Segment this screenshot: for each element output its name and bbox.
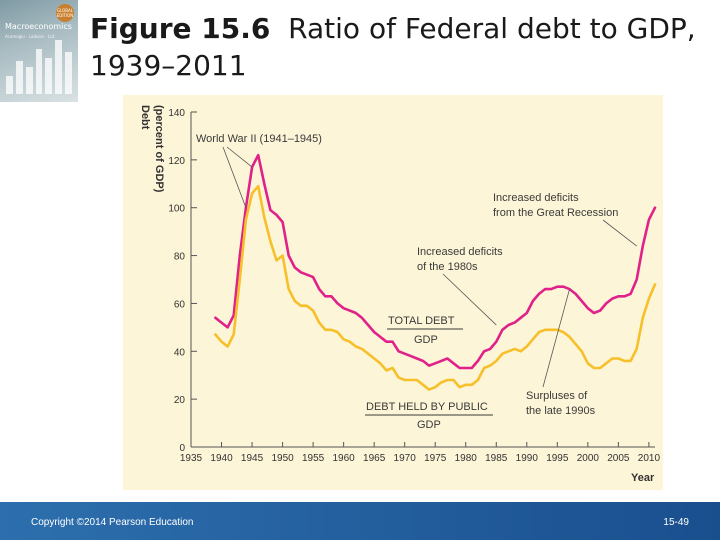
x-tick-label: 2010 — [638, 453, 661, 464]
copyright-text: Copyright ©2014 Pearson Education — [31, 517, 194, 528]
x-tick-label: 2000 — [577, 453, 600, 464]
x-tick-label: 1955 — [302, 453, 325, 464]
y-tick-label: 0 — [179, 443, 185, 454]
y-tick-label: 40 — [174, 347, 186, 358]
x-tick-label: 1940 — [210, 453, 233, 464]
total-debt-line — [214, 153, 657, 370]
figure-number: Figure 15.6 — [90, 12, 271, 45]
y-tick-label: 60 — [174, 299, 186, 310]
public-debt-line — [214, 184, 657, 391]
annotation-surpluses-line2: the late 1990s — [526, 405, 596, 417]
annotation-great-recession-line2: from the Great Recession — [493, 207, 618, 219]
annotation-1980s-line2: of the 1980s — [417, 261, 478, 273]
pointer-ww2-1 — [222, 146, 247, 208]
x-tick-label: 1960 — [333, 453, 356, 464]
pointer-ww2-2 — [226, 146, 253, 168]
cover-badge: GLOBAL EDITION — [56, 4, 74, 22]
figure-title: Ratio of Federal debt to GDP, 1939–2011 — [90, 12, 696, 82]
pointer-1980s — [442, 273, 497, 326]
cover-bars-graphic — [6, 34, 73, 94]
x-tick-label: 1945 — [241, 453, 264, 464]
label-public-debt-numerator: DEBT HELD BY PUBLIC — [366, 401, 488, 413]
slide-footer: Copyright ©2014 Pearson Education 15-49 — [0, 502, 720, 540]
y-tick-label: 100 — [168, 204, 185, 215]
slide-title: Figure 15.6 Ratio of Federal debt to GDP… — [90, 10, 710, 84]
x-tick-label: 1980 — [455, 453, 478, 464]
textbook-cover: GLOBAL EDITION Macroeconomics Acemoglu ·… — [0, 0, 78, 102]
y-tick-label: 20 — [174, 395, 186, 406]
x-tick-label: 1990 — [516, 453, 539, 464]
x-tick-label: 1950 — [271, 453, 294, 464]
x-tick-label: 1935 — [180, 453, 203, 464]
y-tick-label: 140 — [168, 108, 185, 119]
annotation-great-recession-line1: Increased deficits — [493, 192, 579, 204]
cover-title: Macroeconomics — [5, 22, 72, 31]
slide-number: 15-49 — [663, 517, 689, 528]
pointer-surpluses — [542, 288, 570, 388]
label-public-debt-denominator: GDP — [417, 419, 441, 431]
label-total-debt-numerator: TOTAL DEBT — [388, 315, 455, 327]
annotation-surpluses-line1: Surpluses of — [526, 390, 588, 402]
pointer-great-recession — [602, 219, 637, 247]
x-tick-label: 1975 — [424, 453, 447, 464]
label-total-debt-denominator: GDP — [414, 334, 438, 346]
x-tick-label: 1995 — [546, 453, 569, 464]
annotation-1980s-line1: Increased deficits — [417, 246, 503, 258]
y-tick-label: 80 — [174, 252, 186, 263]
y-tick-label: 120 — [168, 156, 185, 167]
x-tick-label: 2005 — [607, 453, 630, 464]
x-tick-label: 1970 — [394, 453, 417, 464]
annotation-ww2: World War II (1941–1945) — [196, 133, 322, 145]
cover-authors: Acemoglu · Laibson · List — [5, 34, 55, 39]
chart-panel: 0 20 40 60 80 100 120 140 1935 1940 1945 1950 1955 19… — [123, 95, 663, 490]
debt-to-gdp-chart: 0 20 40 60 80 100 120 140 1935 1940 1945 1950 1955 19… — [139, 105, 661, 484]
x-axis-label: Year — [631, 472, 655, 484]
x-tick-label: 1985 — [485, 453, 508, 464]
y-axis-label-unit: (percent of GDP) — [153, 105, 165, 193]
y-axis-label-main: Debt — [139, 105, 151, 130]
x-tick-label: 1965 — [363, 453, 386, 464]
